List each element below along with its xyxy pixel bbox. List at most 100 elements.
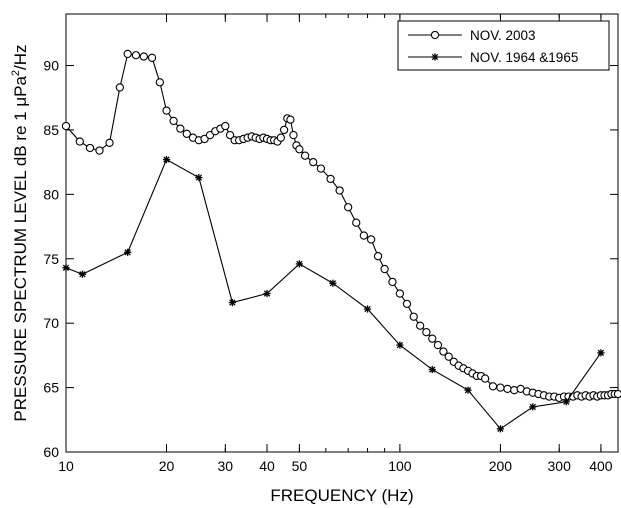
y-axis-label-main: PRESSURE SPECTRUM LEVEL dB re 1 μPa	[11, 76, 30, 422]
data-point	[352, 218, 361, 227]
x-axis-label: FREQUENCY (Hz)	[270, 486, 413, 505]
star-stroke	[79, 271, 86, 278]
data-point	[488, 382, 498, 391]
data-point	[85, 143, 95, 153]
legend-symbol-nov-2003	[408, 30, 462, 40]
data-point	[439, 347, 448, 356]
data-point	[433, 340, 443, 350]
y-tick-label: 90	[43, 58, 59, 74]
star-stroke	[163, 156, 170, 163]
data-point	[480, 374, 490, 383]
data-point	[295, 145, 304, 154]
data-point	[200, 134, 209, 144]
data-point	[169, 116, 178, 126]
legend-marker	[430, 30, 440, 40]
data-point	[503, 384, 512, 394]
y-axis-label: PRESSURE SPECTRUM LEVEL dB re 1 μPa2/Hz	[10, 44, 30, 421]
data-point	[380, 264, 389, 274]
data-point	[363, 305, 372, 313]
x-tick-label: 100	[388, 458, 412, 474]
data-point	[464, 386, 472, 394]
legend-label-nov-1964-1965: NOV. 1964 &1965	[470, 50, 578, 65]
data-point	[176, 124, 185, 133]
data-point	[276, 133, 285, 142]
x-tick-label: 40	[259, 458, 275, 474]
data-point	[131, 51, 141, 60]
x-tick-label: 300	[548, 458, 572, 474]
data-point	[444, 352, 453, 361]
star-stroke	[329, 280, 337, 287]
data-point	[221, 121, 230, 131]
data-point	[562, 398, 570, 406]
plot-area	[65, 13, 619, 453]
y-tick-label: 60	[43, 444, 59, 460]
data-point	[366, 235, 376, 244]
legend: NOV. 2003 NOV. 1964 &1965	[397, 20, 610, 71]
star-stroke	[597, 349, 605, 356]
data-point	[279, 125, 289, 135]
star-stroke	[296, 260, 303, 268]
data-point	[289, 130, 298, 140]
legend-marker	[431, 53, 439, 61]
x-tick-label: 10	[58, 458, 74, 474]
data-point	[373, 252, 383, 261]
y-tick-label: 65	[43, 380, 59, 396]
data-point	[395, 289, 405, 298]
data-point	[335, 186, 344, 195]
legend-symbol-nov-1964-1965	[408, 53, 462, 61]
y-tick-label: 75	[43, 251, 59, 267]
y-tick-label: 70	[43, 315, 59, 331]
star-stroke	[563, 398, 570, 405]
data-point	[428, 365, 436, 374]
data-point	[95, 146, 104, 155]
x-tick-label: 20	[159, 458, 175, 474]
data-point	[529, 403, 537, 411]
data-point	[329, 279, 337, 287]
x-tick-label: 400	[589, 458, 613, 474]
series-layer	[61, 49, 621, 433]
x-tick-label: 50	[292, 458, 308, 474]
y-axis-label-superscript: 2	[10, 70, 22, 76]
data-point	[182, 129, 191, 138]
data-point	[344, 203, 353, 212]
data-point	[326, 174, 335, 184]
data-point	[295, 260, 303, 268]
plot-frame	[65, 13, 619, 453]
x-tick-labels: 10 20 30 40 50 100 200 300 400	[58, 458, 613, 474]
data-point	[286, 115, 295, 124]
data-point	[422, 328, 431, 337]
x-tick-label: 200	[489, 458, 513, 474]
star-stroke	[62, 264, 70, 271]
data-point	[61, 121, 71, 131]
series-0	[61, 49, 621, 403]
star-stroke	[529, 403, 536, 411]
star-stroke	[229, 299, 236, 306]
data-point	[147, 53, 157, 62]
star-stroke	[431, 53, 439, 61]
star-stroke	[195, 174, 203, 181]
data-point	[78, 270, 87, 278]
data-point	[228, 298, 236, 307]
star-stroke	[124, 249, 131, 256]
data-point	[62, 264, 70, 272]
data-point	[300, 151, 310, 160]
star-stroke	[364, 305, 371, 313]
series-1	[62, 155, 605, 433]
data-point	[263, 289, 271, 298]
legend-box	[397, 20, 610, 71]
star-stroke	[396, 341, 404, 349]
data-point	[155, 78, 164, 87]
star-stroke	[263, 290, 271, 297]
y-tick-labels: 60 65 70 75 80 85 90	[43, 58, 59, 460]
data-point	[162, 106, 171, 115]
data-point	[162, 155, 171, 164]
data-point	[409, 312, 418, 321]
data-point	[139, 52, 148, 61]
star-stroke	[464, 387, 472, 394]
star-stroke	[429, 366, 436, 373]
data-point	[388, 277, 397, 287]
data-point	[195, 174, 203, 182]
data-point	[124, 248, 132, 256]
data-point	[428, 334, 437, 343]
data-point	[115, 83, 125, 92]
